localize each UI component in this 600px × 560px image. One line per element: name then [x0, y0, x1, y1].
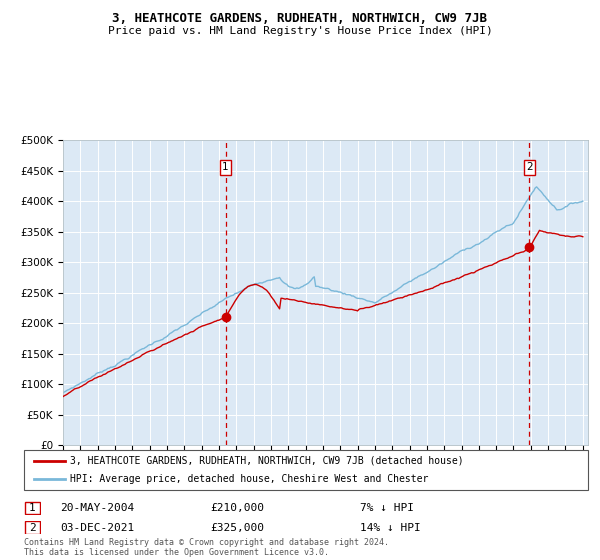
- Text: Contains HM Land Registry data © Crown copyright and database right 2024.
This d: Contains HM Land Registry data © Crown c…: [24, 538, 389, 557]
- Text: £210,000: £210,000: [210, 503, 264, 513]
- Text: 3, HEATHCOTE GARDENS, RUDHEATH, NORTHWICH, CW9 7JB: 3, HEATHCOTE GARDENS, RUDHEATH, NORTHWIC…: [113, 12, 487, 25]
- Text: 03-DEC-2021: 03-DEC-2021: [60, 522, 134, 533]
- Text: 14% ↓ HPI: 14% ↓ HPI: [360, 522, 421, 533]
- Text: 1: 1: [29, 503, 36, 513]
- Text: 2: 2: [29, 522, 36, 533]
- Text: 1: 1: [222, 162, 229, 172]
- FancyBboxPatch shape: [24, 450, 588, 490]
- Text: 7% ↓ HPI: 7% ↓ HPI: [360, 503, 414, 513]
- FancyBboxPatch shape: [25, 502, 40, 514]
- Text: 3, HEATHCOTE GARDENS, RUDHEATH, NORTHWICH, CW9 7JB (detached house): 3, HEATHCOTE GARDENS, RUDHEATH, NORTHWIC…: [70, 456, 464, 465]
- FancyBboxPatch shape: [25, 521, 40, 534]
- Text: Price paid vs. HM Land Registry's House Price Index (HPI): Price paid vs. HM Land Registry's House …: [107, 26, 493, 36]
- Text: 20-MAY-2004: 20-MAY-2004: [60, 503, 134, 513]
- Text: £325,000: £325,000: [210, 522, 264, 533]
- Text: HPI: Average price, detached house, Cheshire West and Chester: HPI: Average price, detached house, Ches…: [70, 474, 428, 484]
- Text: 2: 2: [526, 162, 533, 172]
